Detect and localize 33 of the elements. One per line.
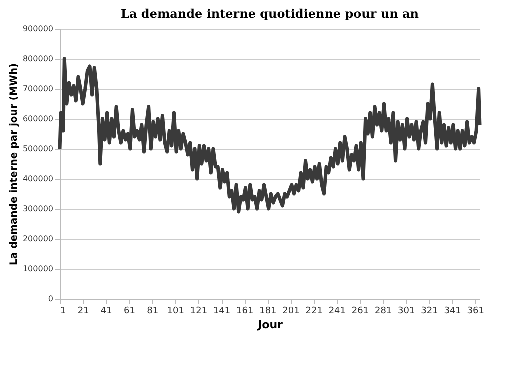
x-tick-label: 181 [260,306,277,316]
y-tick-label: 100000 [22,264,54,274]
x-tick-label: 241 [328,306,346,316]
y-tick-label: 200000 [22,234,54,244]
x-tick-label: 261 [352,306,370,316]
y-tick-label: 800000 [22,54,54,64]
x-tick-label: 161 [236,306,254,316]
x-tick-label: 121 [190,306,208,316]
y-tick-label: 500000 [22,144,54,154]
x-tick-label: 221 [306,306,323,316]
x-tick-label: 81 [147,306,159,316]
x-tick-label: 61 [124,306,136,316]
x-tick-label: 21 [78,306,90,316]
x-tick-label: 301 [398,306,416,316]
x-tick-label: 141 [213,306,231,316]
y-axis-title: La demande interne par jour (MWh) [8,63,20,266]
x-tick-label: 361 [467,306,484,316]
y-tick-label: 900000 [22,24,54,34]
x-tick-label: 41 [100,306,112,316]
x-axis-title: Jour [257,318,284,332]
x-tick-label: 201 [282,306,300,316]
y-tick-label: 300000 [22,204,54,214]
line-series [58,57,482,214]
y-tick-label: 600000 [22,114,54,124]
x-tick-label: 281 [374,306,392,316]
x-tick-label: 101 [167,306,184,316]
x-tick-label: 1 [60,306,66,316]
y-tick-label: 700000 [22,84,54,94]
x-tick-label: 341 [444,306,462,316]
x-tick-label: 321 [421,306,438,316]
chart-title: La demande interne quotidienne pour un an [121,7,420,21]
y-tick-label: 400000 [22,174,54,184]
y-tick-label: 0 [48,294,54,304]
